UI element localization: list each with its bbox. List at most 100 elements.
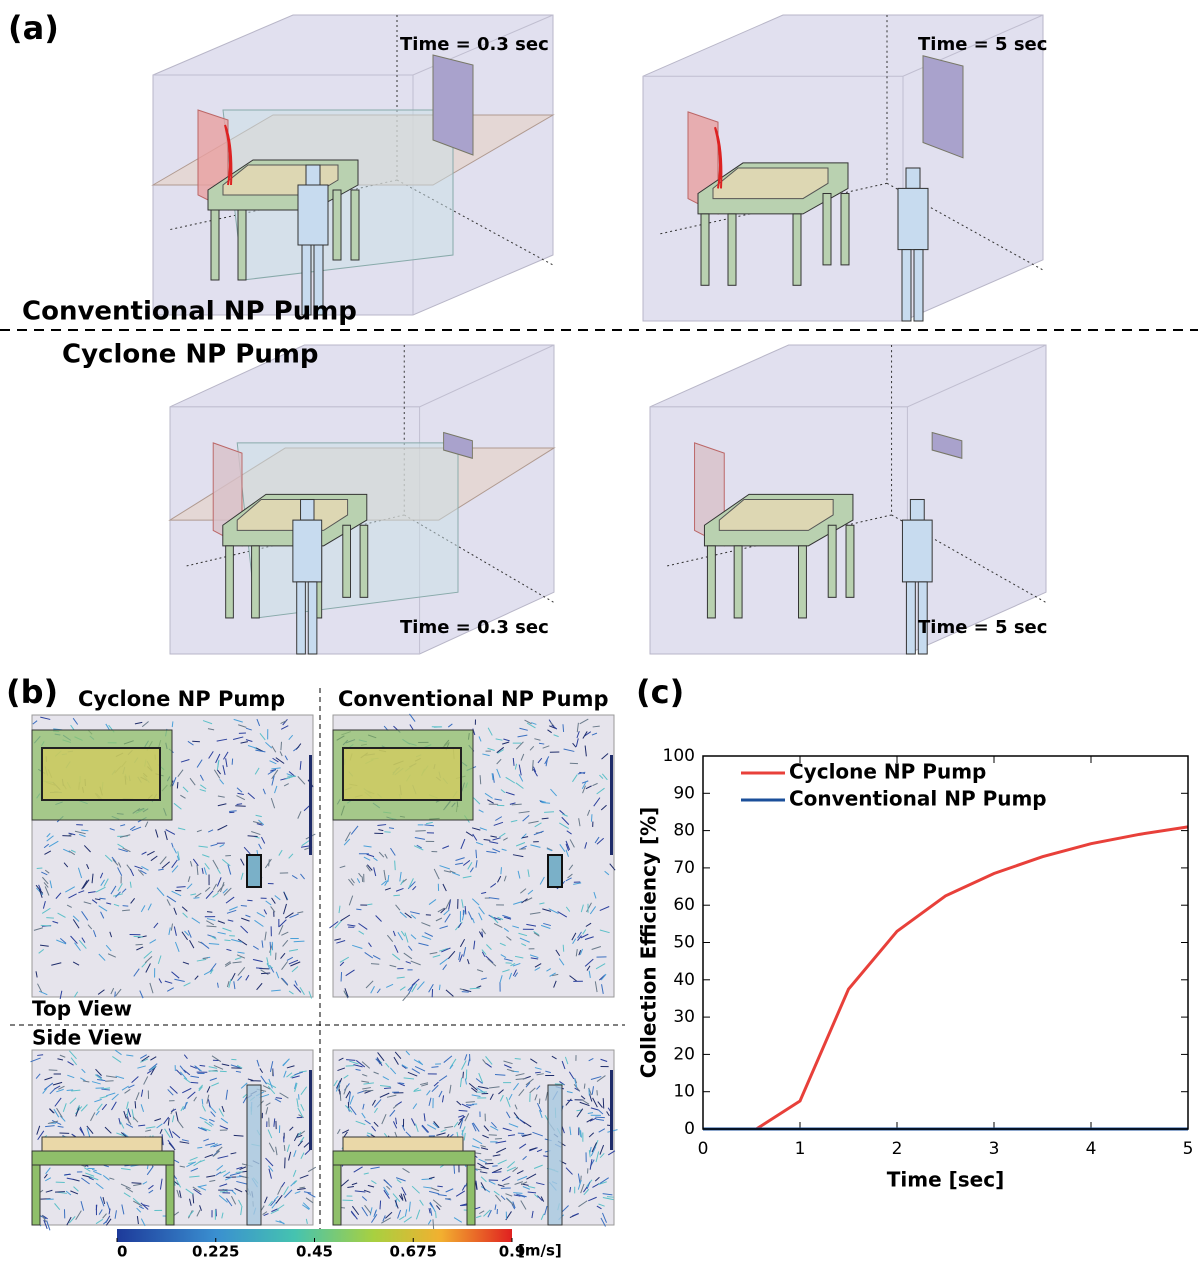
flow-arrow: [191, 1082, 199, 1083]
flow-arrow: [37, 868, 43, 869]
table-leg: [211, 210, 219, 280]
flow-arrow: [247, 900, 252, 901]
person: [247, 1085, 261, 1225]
table-leg: [701, 214, 709, 285]
flow-arrow: [501, 867, 502, 874]
colorbar-tick-label: 0: [117, 1243, 127, 1261]
person: [906, 168, 920, 188]
y-tick-label: 10: [673, 1082, 695, 1102]
flow-arrow: [202, 1099, 203, 1105]
flow-arrow: [422, 1179, 433, 1180]
view-label: Side View: [32, 1026, 142, 1050]
y-tick-label: 70: [673, 858, 695, 878]
flow-arrow: [463, 1072, 464, 1079]
y-tick-label: 40: [673, 970, 695, 990]
legend-label: Conventional NP Pump: [789, 787, 1047, 811]
x-tick-label: 4: [1086, 1139, 1097, 1159]
flow-arrow: [64, 1174, 70, 1175]
panel-label: (c): [636, 673, 684, 711]
table-leg: [238, 210, 246, 280]
table-leg: [360, 525, 368, 597]
flow-arrow: [603, 1098, 604, 1108]
y-tick-label: 60: [673, 895, 695, 915]
person: [906, 582, 915, 654]
plot-frame: [703, 756, 1188, 1129]
outlet-plate: [433, 55, 473, 155]
x-tick-label: 1: [795, 1139, 806, 1159]
flow-fields: [30, 714, 617, 1230]
flow-arrow: [437, 1186, 442, 1187]
scene: [650, 345, 1046, 654]
y-tick-label: 90: [673, 783, 695, 803]
scenes: [153, 15, 1046, 654]
flow-arrow: [492, 1166, 497, 1167]
colorbar-tick-label: 0.9: [499, 1243, 526, 1261]
flow-arrow: [393, 895, 400, 896]
time-label: Time = 0.3 sec: [400, 34, 549, 55]
flow-arrow: [172, 721, 173, 727]
table-leg: [351, 190, 359, 260]
person: [247, 855, 261, 887]
person: [902, 250, 911, 321]
flow-arrow: [346, 1060, 355, 1061]
flow-arrow: [439, 985, 440, 990]
person: [306, 165, 320, 185]
flow-arrow: [339, 1089, 340, 1094]
flow-arrow: [485, 1163, 493, 1164]
x-tick-label: 3: [989, 1139, 1000, 1159]
flow-arrow: [49, 1070, 58, 1071]
table-leg: [333, 190, 341, 260]
panel-label: (b): [6, 673, 58, 711]
y-tick-label: 0: [684, 1119, 695, 1139]
colorbar-tick-label: 0.225: [192, 1243, 239, 1261]
flow-arrow: [436, 1212, 437, 1218]
flow-arrow: [395, 861, 396, 871]
flow-arrow: [284, 1145, 285, 1151]
page: (a) Conventional NP Pump Cyclone NP Pump…: [0, 0, 1198, 1262]
scene: [170, 345, 554, 654]
flow-arrow: [81, 830, 88, 831]
flow-arrow: [563, 724, 564, 732]
table-leg: [823, 194, 831, 265]
table-leg: [32, 1165, 40, 1225]
flow-arrow: [515, 1059, 521, 1060]
view-label: Top View: [32, 997, 132, 1021]
scene: [153, 15, 553, 315]
person: [914, 250, 923, 321]
person: [293, 520, 322, 582]
flow-arrow: [356, 909, 361, 910]
table-leg: [343, 525, 351, 597]
flow-arrow: [371, 964, 379, 965]
table-leg: [841, 194, 849, 265]
y-tick-label: 20: [673, 1044, 695, 1064]
time-label: Time = 5 sec: [918, 617, 1047, 638]
table-leg: [799, 546, 807, 618]
outlet-plate: [923, 56, 963, 158]
person: [548, 1085, 562, 1225]
flow-arrow: [535, 1072, 541, 1073]
flow-arrow: [299, 1094, 300, 1099]
person: [902, 520, 932, 582]
flow-arrow: [591, 814, 592, 821]
table-leg: [467, 1165, 475, 1225]
table-box: [343, 1137, 463, 1151]
person: [297, 582, 306, 654]
table-leg: [252, 546, 260, 618]
chart: 0102030405060708090100012345Time [sec]Co…: [637, 746, 1194, 1192]
flow-arrow: [261, 973, 270, 974]
view-title: Conventional NP Pump: [338, 687, 609, 711]
flow-arrow: [513, 1193, 522, 1194]
row-title: Conventional NP Pump: [22, 297, 357, 327]
table-leg: [728, 214, 736, 285]
flow-arrow: [135, 1101, 136, 1108]
flow-arrow: [41, 925, 51, 926]
flow-arrow: [218, 761, 219, 767]
flow-arrow: [136, 944, 143, 945]
x-axis-label: Time [sec]: [887, 1168, 1004, 1192]
table-leg: [166, 1165, 174, 1225]
flow-arrow: [607, 1197, 613, 1198]
flow-arrow: [224, 940, 230, 941]
flow-arrow: [541, 803, 550, 804]
person: [548, 855, 562, 887]
y-axis-label: Collection Efficiency [%]: [637, 807, 661, 1079]
